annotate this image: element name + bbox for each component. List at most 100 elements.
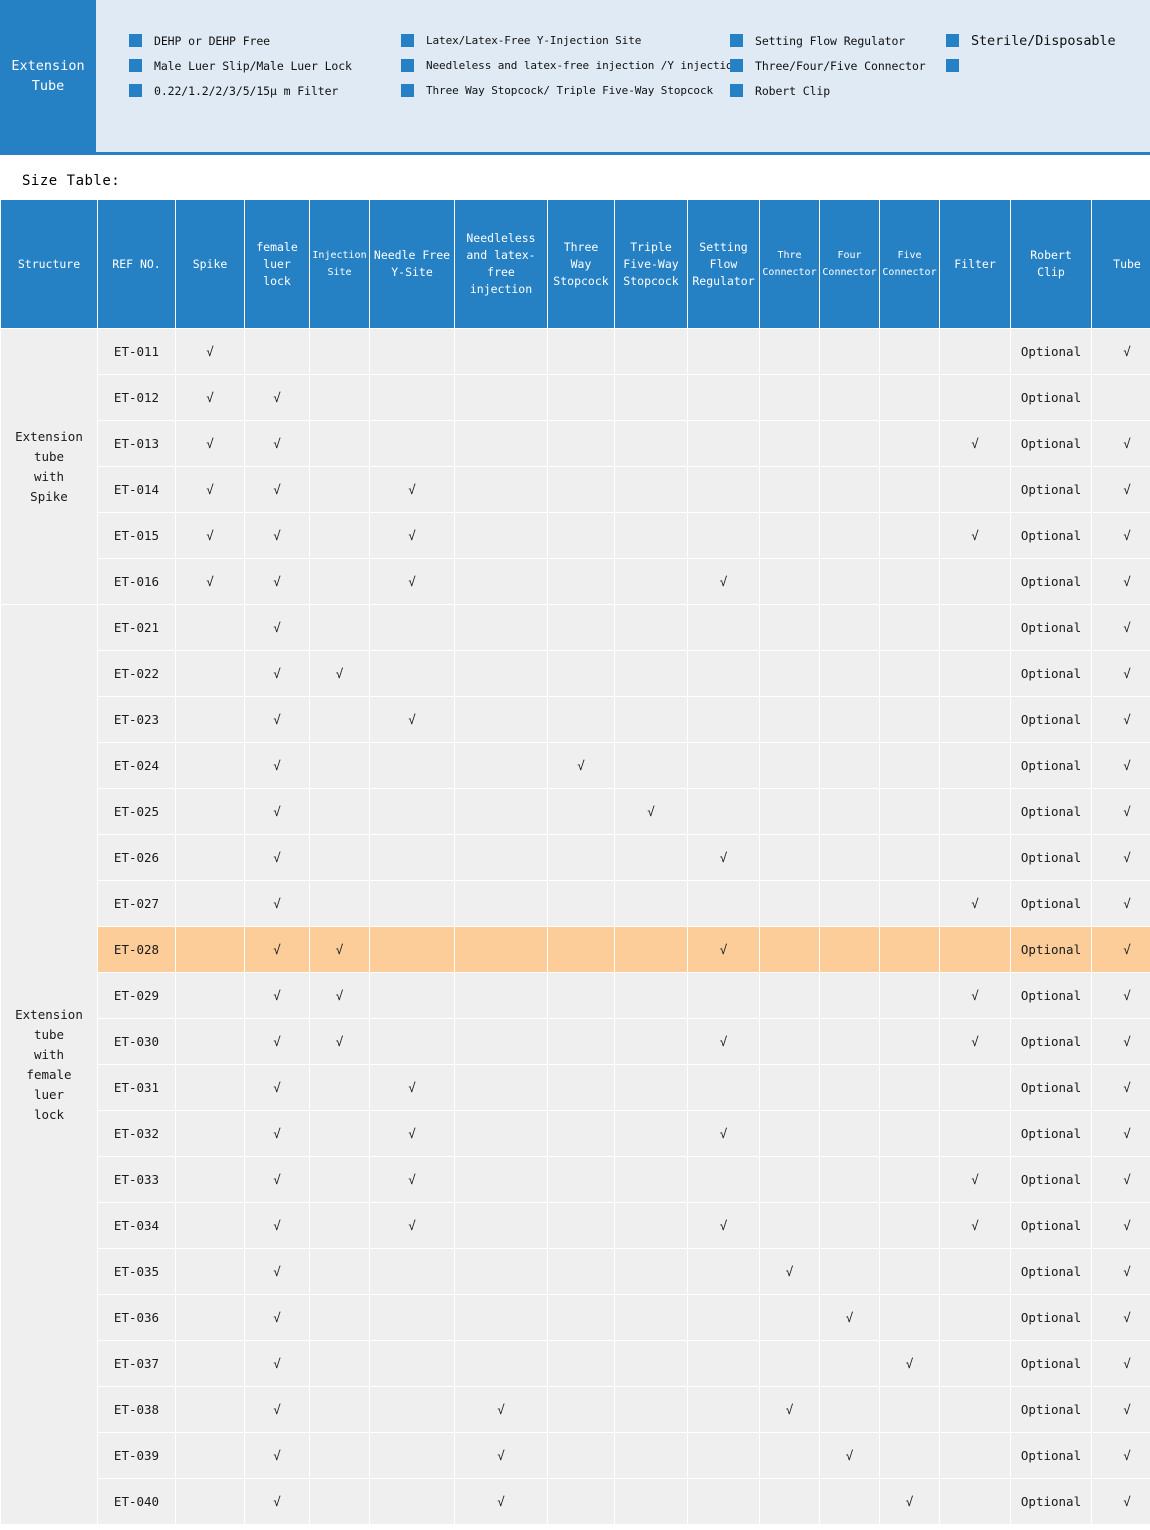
check-cell: √ xyxy=(245,1341,309,1386)
empty-cell xyxy=(688,467,759,512)
empty-cell xyxy=(615,513,687,558)
empty-cell xyxy=(370,1479,454,1524)
empty-cell xyxy=(548,375,614,420)
check-cell: √ xyxy=(1092,835,1150,880)
ref-no-cell: ET-013 xyxy=(98,421,175,466)
empty-cell xyxy=(820,1387,879,1432)
empty-cell xyxy=(688,789,759,834)
bullet-square-icon xyxy=(946,59,959,72)
column-header-needleless-latex-free-injection: Needleless and latex-free injection xyxy=(455,200,547,328)
column-header-structure: Structure xyxy=(1,200,97,328)
table-row: Extension tube with Spike ET-011 √ Optional √ xyxy=(1,329,1150,604)
check-cell: √ xyxy=(548,743,614,788)
table-row: ET-035 √ √ Optional √ xyxy=(1,1249,1150,1294)
empty-cell xyxy=(880,559,939,604)
ref-no-cell: ET-012 xyxy=(98,375,175,420)
feature-label: Setting Flow Regulator xyxy=(755,33,906,48)
check-cell: √ xyxy=(455,1479,547,1524)
ref-no-cell: ET-029 xyxy=(98,973,175,1018)
empty-cell xyxy=(370,605,454,650)
empty-cell xyxy=(455,329,547,374)
banner-title-line-1: Extension xyxy=(11,58,85,74)
empty-cell xyxy=(370,1249,454,1294)
empty-cell xyxy=(880,1157,939,1202)
empty-cell xyxy=(880,605,939,650)
optional-cell: Optional xyxy=(1011,743,1091,788)
empty-cell xyxy=(310,1065,369,1110)
check-cell: √ xyxy=(245,1157,309,1202)
check-cell: √ xyxy=(455,1387,547,1432)
table-row: ET-026 √ √ Optional √ xyxy=(1,835,1150,880)
optional-cell: Optional xyxy=(1011,1341,1091,1386)
banner-title: Extension Tube xyxy=(0,0,96,152)
empty-cell xyxy=(820,789,879,834)
empty-cell xyxy=(688,421,759,466)
column-header-four-connector: Four Connector xyxy=(820,200,879,328)
table-row: ET-023 √ √ Optional √ xyxy=(1,697,1150,742)
empty-cell xyxy=(548,329,614,374)
empty-cell xyxy=(548,421,614,466)
empty-cell xyxy=(760,513,819,558)
empty-cell xyxy=(760,927,819,972)
table-row: ET-034 √ √ √ √ Optional √ xyxy=(1,1203,1150,1248)
empty-cell xyxy=(940,1479,1010,1524)
empty-cell xyxy=(880,651,939,696)
optional-cell: Optional xyxy=(1011,1203,1091,1248)
optional-cell: Optional xyxy=(1011,1433,1091,1478)
feature-label: DEHP or DEHP Free xyxy=(154,33,271,48)
bullet-square-icon xyxy=(401,34,414,47)
empty-cell xyxy=(820,881,879,926)
ref-no-cell: ET-011 xyxy=(98,329,175,374)
bullet-square-icon xyxy=(730,59,743,72)
empty-cell xyxy=(1092,375,1150,420)
empty-cell xyxy=(688,605,759,650)
check-cell: √ xyxy=(1092,1479,1150,1524)
empty-cell xyxy=(820,651,879,696)
empty-cell xyxy=(820,513,879,558)
empty-cell xyxy=(880,1433,939,1478)
check-cell: √ xyxy=(940,1019,1010,1064)
empty-cell xyxy=(940,1341,1010,1386)
check-cell: √ xyxy=(1092,1249,1150,1294)
empty-cell xyxy=(310,559,369,604)
empty-cell xyxy=(176,1433,244,1478)
empty-cell xyxy=(176,973,244,1018)
empty-cell xyxy=(455,1295,547,1340)
empty-cell xyxy=(820,973,879,1018)
empty-cell xyxy=(455,559,547,604)
check-cell: √ xyxy=(1092,789,1150,834)
check-cell: √ xyxy=(940,973,1010,1018)
optional-cell: Optional xyxy=(1011,1387,1091,1432)
check-cell: √ xyxy=(1092,881,1150,926)
check-cell: √ xyxy=(1092,1387,1150,1432)
empty-cell xyxy=(820,1203,879,1248)
empty-cell xyxy=(455,697,547,742)
empty-cell xyxy=(370,651,454,696)
empty-cell xyxy=(760,743,819,788)
empty-cell xyxy=(455,375,547,420)
banner-title-line-2: Tube xyxy=(31,78,65,94)
check-cell: √ xyxy=(176,375,244,420)
check-cell: √ xyxy=(1092,467,1150,512)
check-cell: √ xyxy=(245,881,309,926)
empty-cell xyxy=(548,605,614,650)
check-cell: √ xyxy=(310,927,369,972)
empty-cell xyxy=(310,1341,369,1386)
empty-cell xyxy=(760,559,819,604)
empty-cell xyxy=(455,1111,547,1156)
optional-cell: Optional xyxy=(1011,1065,1091,1110)
empty-cell xyxy=(455,513,547,558)
empty-cell xyxy=(940,789,1010,834)
empty-cell xyxy=(370,1019,454,1064)
check-cell: √ xyxy=(245,559,309,604)
ref-no-cell: ET-016 xyxy=(98,559,175,604)
ref-no-cell: ET-030 xyxy=(98,1019,175,1064)
check-cell: √ xyxy=(760,1387,819,1432)
check-cell: √ xyxy=(245,1295,309,1340)
empty-cell xyxy=(176,1341,244,1386)
empty-cell xyxy=(370,421,454,466)
check-cell: √ xyxy=(1092,1019,1150,1064)
empty-cell xyxy=(820,1157,879,1202)
empty-cell xyxy=(615,1295,687,1340)
empty-cell xyxy=(548,1065,614,1110)
